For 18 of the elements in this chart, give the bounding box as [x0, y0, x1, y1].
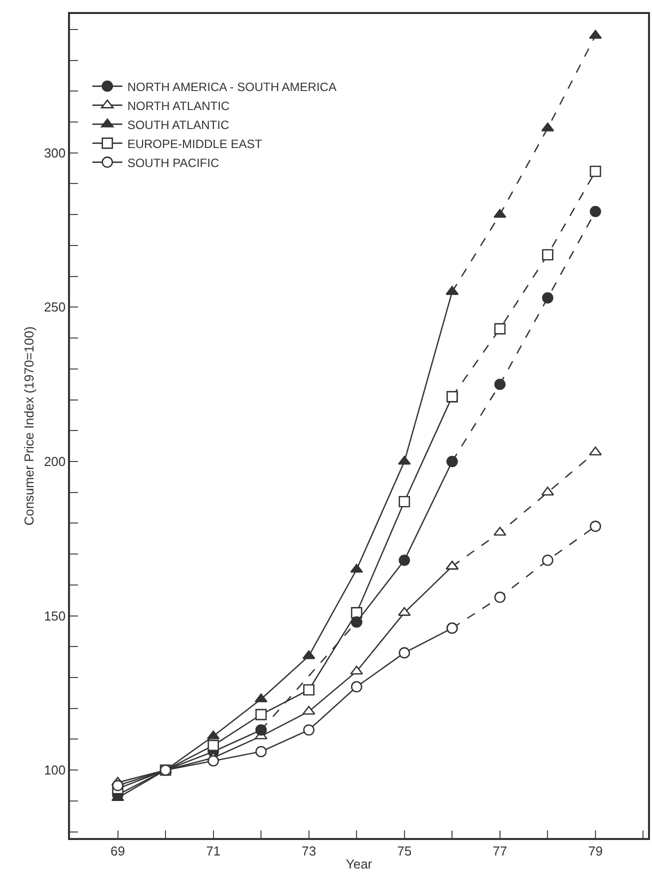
x-tick-label: 69 — [110, 843, 126, 858]
x-tick-label: 73 — [302, 843, 316, 858]
y-tick-label: 300 — [44, 145, 66, 160]
y-axis-title: Consumer Price Index (1970=100) — [22, 326, 36, 526]
x-tick-label: 71 — [206, 843, 221, 858]
y-tick-label: 200 — [44, 454, 66, 470]
y-tick-label: 250 — [44, 300, 66, 315]
y-tick-label: 100 — [44, 762, 66, 778]
x-tick-label: 75 — [397, 843, 412, 858]
x-axis-title: Year — [346, 856, 373, 872]
legend-label: SOUTH ATLANTIC — [127, 118, 230, 132]
x-tick-label: 79 — [588, 843, 603, 858]
x-tick-label: 77 — [492, 843, 508, 858]
legend-label: SOUTH PACIFIC — [127, 156, 220, 170]
legend-label: NORTH ATLANTIC — [127, 98, 230, 113]
legend-label: EUROPE-MIDDLE EAST — [127, 136, 263, 151]
y-tick-label: 150 — [44, 608, 66, 624]
legend-label: NORTH AMERICA - SOUTH AMERICA — [127, 80, 336, 94]
